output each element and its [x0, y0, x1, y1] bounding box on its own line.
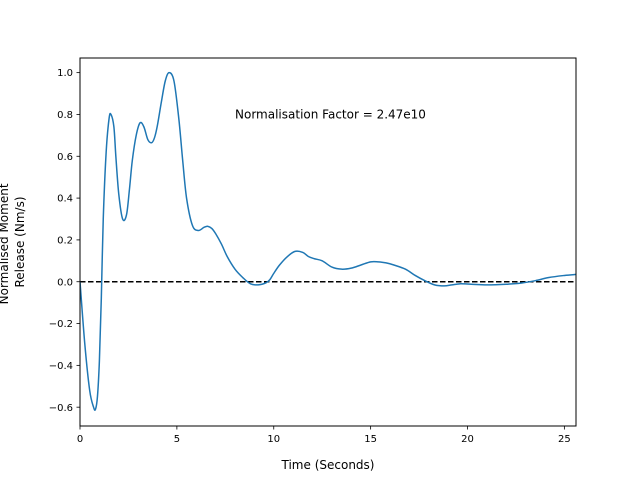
x-tick-label: 20 [461, 434, 474, 445]
x-tick-label: 5 [174, 434, 180, 445]
x-tick-label: 0 [77, 434, 83, 445]
normalisation-factor-annotation: Normalisation Factor = 2.47e10 [235, 107, 426, 121]
y-tick-label: 0.4 [57, 194, 73, 205]
x-tick-label: 10 [267, 434, 280, 445]
y-tick-label: 1.0 [57, 68, 73, 79]
x-tick-label: 25 [558, 434, 571, 445]
y-tick-label: 0.2 [57, 236, 73, 247]
plot-area-frame [79, 57, 577, 427]
y-tick-label: −0.4 [49, 361, 73, 372]
y-axis-label: Normalised Moment Release (Nm/s) [0, 180, 27, 305]
y-tick-label: 0.8 [57, 110, 73, 121]
series-line-0 [80, 71, 576, 411]
x-tick-label: 15 [364, 434, 377, 445]
y-tick-label: −0.6 [49, 403, 73, 414]
y-tick-label: −0.2 [49, 319, 73, 330]
y-tick-label: 0.6 [57, 152, 73, 163]
y-axis-label-line-2: Release (Nm/s) [13, 196, 27, 287]
x-axis-label: Time (Seconds) [281, 458, 375, 472]
y-tick-label: 0.0 [57, 277, 73, 288]
y-axis-label-line-1: Normalised Moment [0, 183, 11, 304]
